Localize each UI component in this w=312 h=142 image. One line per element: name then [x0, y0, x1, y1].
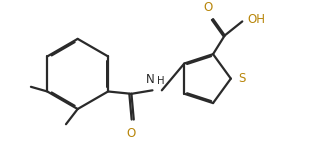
Text: O: O [127, 127, 136, 140]
Text: OH: OH [247, 13, 265, 26]
Text: H: H [157, 76, 165, 86]
Text: O: O [204, 1, 213, 14]
Text: N: N [146, 73, 155, 86]
Text: S: S [238, 72, 245, 85]
